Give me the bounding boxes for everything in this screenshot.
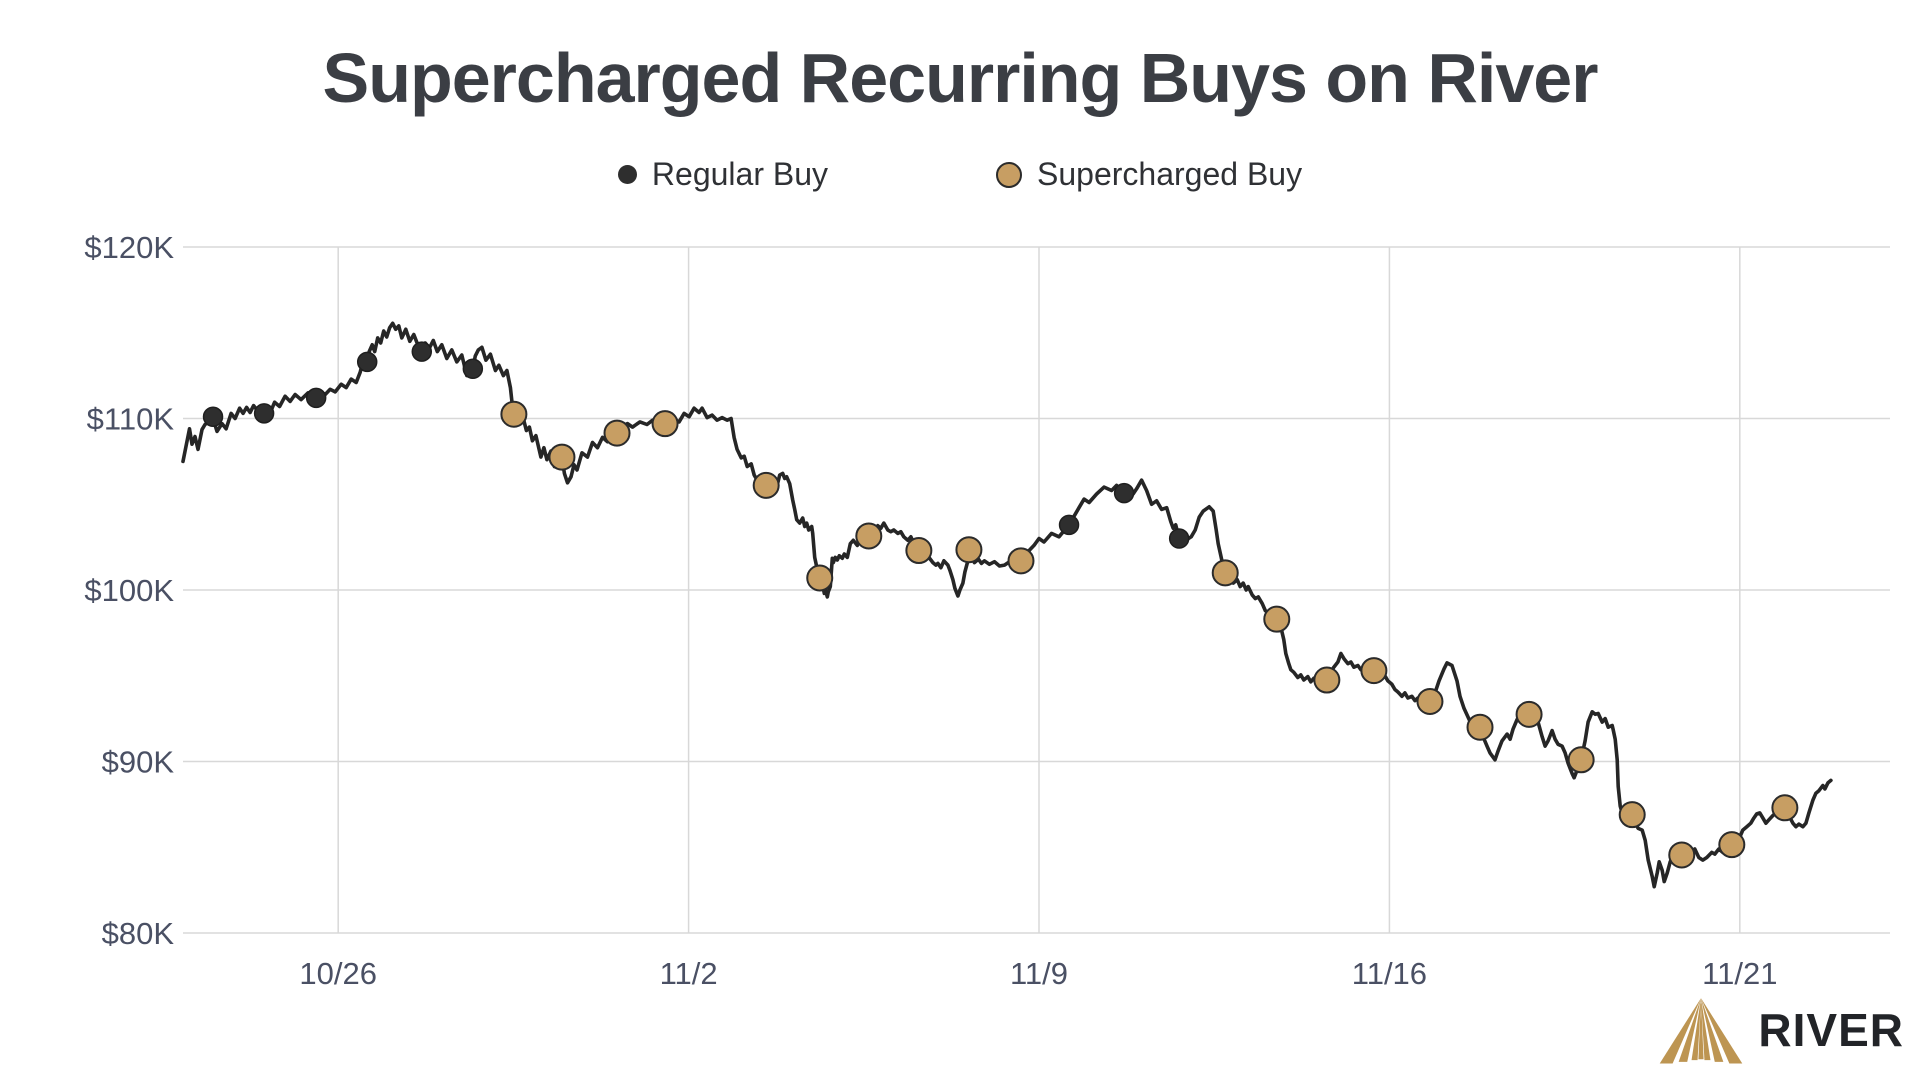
legend-item-supercharged-buy: Supercharged Buy [996,156,1302,193]
regular-buy-marker [1168,528,1190,549]
river-logo-text: RIVER [1758,1004,1904,1056]
price-line [181,321,1833,889]
supercharged-buy-marker [1567,746,1595,774]
supercharged-buy-marker [603,419,631,447]
regular-buy-dot-icon [617,165,637,184]
supercharged-buy-marker [1466,713,1494,741]
supercharged-buy-marker [651,410,679,438]
x-tick-label: 11/9 [1010,956,1068,991]
y-tick-label: $110K [87,402,175,437]
supercharged-buy-marker [1618,801,1646,829]
supercharged-buy-marker [1313,666,1341,694]
supercharged-buy-marker [806,564,834,592]
regular-buy-marker [202,406,224,428]
supercharged-buy-marker [1668,841,1696,869]
x-tick-label: 11/21 [1702,956,1777,991]
supercharged-buy-marker [500,400,528,428]
supercharged-buy-marker [1718,831,1746,859]
legend-item-regular-buy: Regular Buy [617,156,829,193]
supercharged-buy-dot-icon [996,161,1023,188]
supercharged-buy-marker [1416,687,1444,715]
legend: Regular Buy Supercharged Buy [0,156,1920,193]
regular-buy-marker [305,387,327,409]
supercharged-buy-marker [905,537,933,565]
chart-title: Supercharged Recurring Buys on River [322,39,1599,117]
x-tick-label: 10/26 [299,956,377,991]
regular-buy-marker [253,403,275,424]
supercharged-buy-marker [1007,547,1035,575]
supercharged-buy-marker [1263,605,1291,633]
supercharged-buy-marker [1515,700,1543,728]
y-tick-label: $90K [102,745,175,780]
river-logo-icon [1660,998,1743,1064]
x-tick-label: 11/2 [660,956,718,991]
y-tick-label: $80K [102,916,175,951]
regular-buy-marker [462,358,484,380]
legend-label-regular-buy: Regular Buy [651,156,829,192]
river-logo: RIVER [1658,996,1904,1064]
supercharged-buy-marker [955,536,983,564]
regular-buy-marker [356,351,378,373]
supercharged-buy-marker [1360,657,1388,685]
regular-buy-marker [1058,514,1080,536]
regular-buy-marker [411,341,433,362]
supercharged-buy-marker [1771,794,1799,822]
supercharged-buy-marker [752,471,780,499]
regular-buy-marker [1113,482,1135,504]
y-tick-label: $120K [84,230,174,265]
supercharged-buy-marker [548,443,576,471]
y-tick-label: $100K [84,573,174,608]
x-tick-label: 11/16 [1352,956,1427,991]
legend-label-supercharged-buy: Supercharged Buy [1037,156,1303,192]
supercharged-buy-marker [1211,559,1239,587]
supercharged-buy-marker [855,522,883,550]
